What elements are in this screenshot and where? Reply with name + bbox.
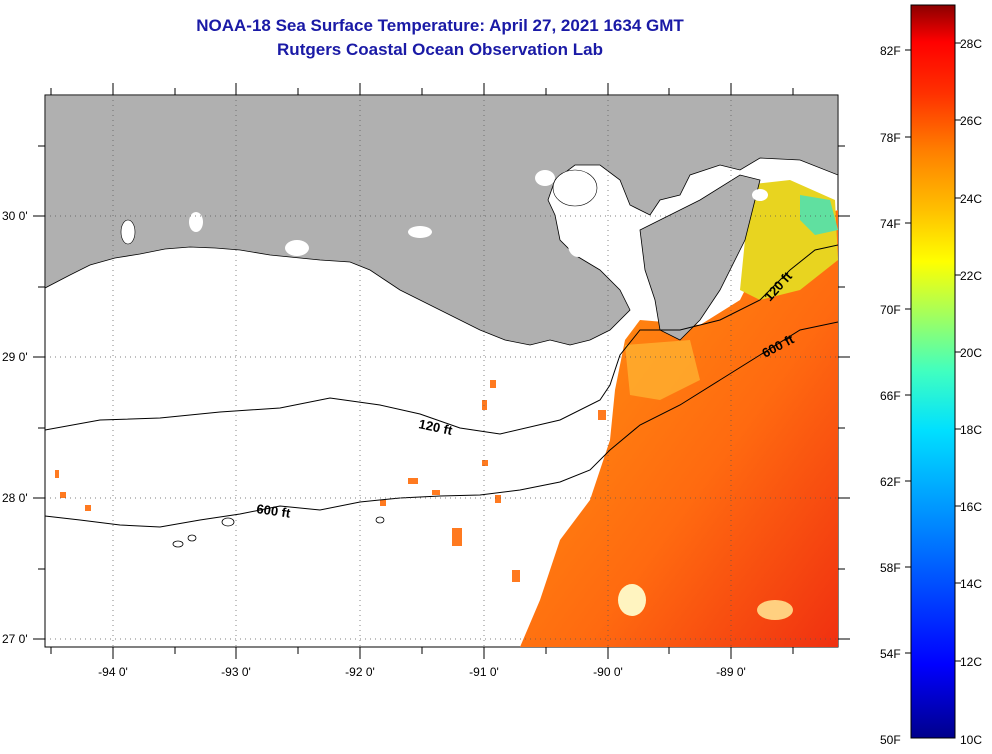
graticule bbox=[45, 95, 838, 647]
colorbar-c-label: 14C bbox=[960, 577, 982, 591]
map-title: NOAA-18 Sea Surface Temperature: April 2… bbox=[196, 16, 684, 35]
lake bbox=[552, 169, 598, 207]
x-tick-label: -92 0' bbox=[345, 665, 375, 679]
colorbar-f-label: 70F bbox=[880, 303, 901, 317]
colorbar-c-label: 20C bbox=[960, 346, 982, 360]
x-tick-label: -93 0' bbox=[221, 665, 251, 679]
colorbar-f-label: 58F bbox=[880, 561, 901, 575]
colorbar-f-label: 78F bbox=[880, 131, 901, 145]
x-tick-label: -91 0' bbox=[469, 665, 499, 679]
x-tick-label: -89 0' bbox=[716, 665, 746, 679]
colorbar-f-label: 74F bbox=[880, 217, 901, 231]
cloud-gap bbox=[757, 600, 793, 620]
y-tick-label: 29 0' bbox=[2, 350, 28, 364]
contour-600ft bbox=[45, 321, 838, 528]
colorbar-f-label: 66F bbox=[880, 389, 901, 403]
contour-120ft bbox=[45, 244, 838, 435]
y-tick-label: 30 0' bbox=[2, 209, 28, 223]
lake bbox=[189, 212, 203, 232]
sst-data-region bbox=[520, 210, 838, 647]
y-tick-label: 27 0' bbox=[2, 632, 28, 646]
lake bbox=[408, 226, 432, 238]
lake bbox=[285, 240, 309, 256]
colorbar-c-label: 16C bbox=[960, 500, 982, 514]
colorbar-c-label: 18C bbox=[960, 423, 982, 437]
colorbar-f-label: 62F bbox=[880, 475, 901, 489]
y-tick-label: 28 0' bbox=[2, 491, 28, 505]
lake bbox=[535, 170, 555, 186]
colorbar-f-label: 50F bbox=[880, 733, 901, 747]
contour-label-120-west: 120 ft bbox=[417, 416, 454, 438]
colorbar-f-label: 54F bbox=[880, 647, 901, 661]
land-mass bbox=[45, 95, 838, 346]
sst-warm-streak bbox=[625, 340, 700, 400]
lake bbox=[752, 189, 768, 201]
map-subtitle: Rutgers Coastal Ocean Observation Lab bbox=[277, 40, 603, 59]
x-tick-label: -94 0' bbox=[98, 665, 128, 679]
lake bbox=[568, 233, 588, 257]
colorbar-c-label: 10C bbox=[960, 733, 982, 747]
axis-ticks bbox=[33, 83, 850, 659]
colorbar-c-label: 28C bbox=[960, 37, 982, 51]
sst-cold-spot bbox=[800, 195, 838, 235]
colorbar-f-label: 82F bbox=[880, 44, 901, 58]
colorbar-c-label: 24C bbox=[960, 192, 982, 206]
colorbar-c-label: 26C bbox=[960, 114, 982, 128]
lake bbox=[120, 219, 136, 245]
seamount-contours bbox=[172, 516, 385, 548]
contour-label-600-west: 600 ft bbox=[256, 501, 292, 521]
cloud-gap bbox=[618, 584, 646, 616]
colorbar bbox=[905, 4, 961, 739]
colorbar-c-label: 22C bbox=[960, 269, 982, 283]
colorbar-c-label: 12C bbox=[960, 655, 982, 669]
x-tick-label: -90 0' bbox=[593, 665, 623, 679]
